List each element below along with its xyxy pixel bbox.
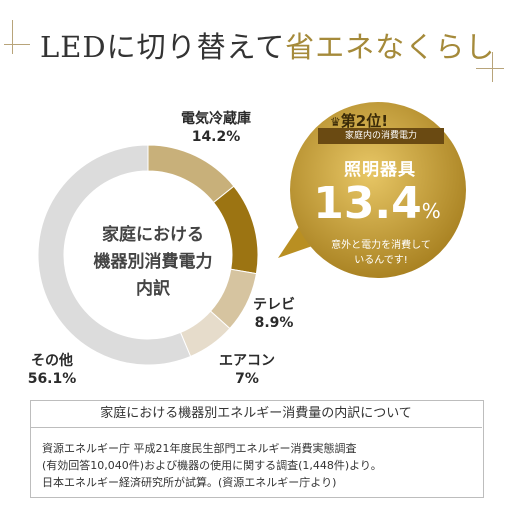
corner-ornament-top-left-h (4, 44, 30, 45)
chart-center-label: 家庭における 機器別消費電力 内訳 (68, 222, 238, 303)
source-box (30, 400, 484, 498)
source-line-3: 日本エネルギー経済研究所が試算。(資源エネルギー庁より) (42, 476, 337, 489)
badge-note-2: いるんです! (354, 255, 408, 266)
label-refrigerator-value: 14.2% (191, 129, 241, 145)
title-highlight: 省エネなくらし (285, 30, 496, 64)
badge-subtitle: 家庭内の消費電力 (318, 128, 444, 144)
label-tv-name: テレビ (253, 297, 295, 313)
badge-percent-sign: % (421, 199, 441, 223)
center-line-3: 内訳 (136, 279, 170, 299)
crown-icon: ♛ (330, 115, 341, 129)
label-other: その他 56.1% (22, 352, 82, 388)
slice-other (37, 144, 192, 366)
badge-circle (290, 102, 466, 278)
label-refrigerator: 電気冷蔵庫 14.2% (176, 110, 256, 146)
badge-percent-value: 13.4 (313, 178, 422, 229)
label-refrigerator-name: 電気冷蔵庫 (181, 111, 251, 127)
pie-chart (37, 102, 466, 366)
corner-ornament-bottom-right (492, 52, 493, 82)
source-line-1: 資源エネルギー庁 平成21年度民生部門エネルギー消費実態調査 (42, 442, 357, 455)
center-line-1: 家庭における (102, 225, 204, 245)
badge-percent: 13.4% (312, 178, 442, 229)
source-heading: 家庭における機器別エネルギー消費量の内訳について (30, 400, 482, 428)
slice-refrigerator (147, 144, 235, 204)
center-line-2: 機器別消費電力 (93, 252, 213, 272)
page-title: LEDに切り替えて省エネなくらし (40, 24, 495, 66)
label-aircon-value: 7% (235, 371, 259, 387)
badge-bubble (278, 225, 318, 258)
label-aircon: エアコン 7% (212, 352, 282, 388)
badge-name: 照明器具 (344, 160, 416, 180)
title-prefix: LEDに切り替えて (40, 30, 286, 64)
label-tv-value: 8.9% (254, 315, 294, 331)
badge-note-1: 意外と電力を消費して (331, 240, 431, 251)
badge-rank-text: 第2位! (340, 112, 389, 130)
source-line-2: (有効回答10,040件)および機器の使用に関する調査(1,448件)より。 (42, 459, 382, 472)
label-aircon-name: エアコン (219, 353, 275, 369)
label-other-name: その他 (31, 353, 73, 369)
label-tv: テレビ 8.9% (246, 296, 302, 332)
corner-ornament-bottom-right-h (476, 68, 504, 69)
badge-note: 意外と電力を消費して いるんです! (310, 238, 452, 268)
badge-rank: ♛第2位! (330, 110, 388, 131)
corner-ornament-top-left (12, 20, 13, 54)
label-other-value: 56.1% (27, 371, 77, 387)
